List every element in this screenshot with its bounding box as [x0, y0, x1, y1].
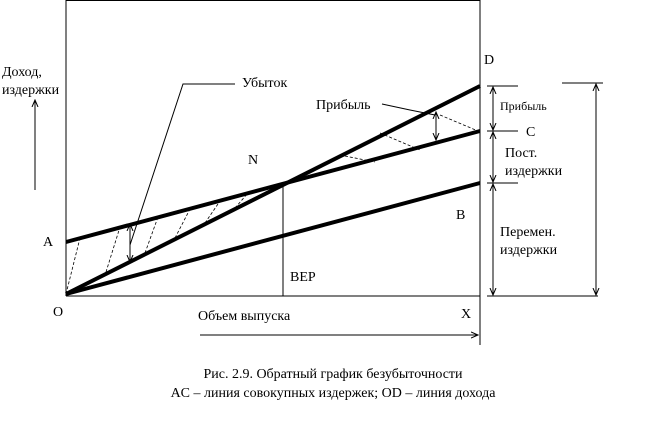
label: BEP — [290, 270, 316, 285]
frame — [65, 0, 481, 345]
y-axis-label: Доход, — [2, 65, 42, 80]
point-label: A — [43, 235, 54, 250]
label: Прибыль — [316, 98, 371, 113]
point-label: O — [53, 305, 63, 320]
caption: Рис. 2.9. Обратный график безубыточности — [203, 367, 463, 382]
label: издержки — [505, 164, 563, 179]
point-label: D — [484, 53, 494, 68]
label: Убыток — [242, 76, 287, 91]
x-axis-label: Объем выпуска — [198, 309, 291, 324]
caption: AC – линия совокупных издержек; OD – лин… — [171, 386, 497, 401]
point-label: B — [456, 208, 465, 223]
point-label: N — [248, 153, 258, 168]
hatching — [65, 114, 479, 295]
point-label: C — [526, 125, 535, 140]
point-label: X — [461, 307, 471, 322]
annotations — [35, 82, 603, 335]
lines — [65, 84, 481, 296]
label: Перемен. — [500, 225, 556, 240]
y-axis-label: издержки — [2, 83, 60, 98]
label: Пост. — [505, 146, 537, 161]
label: издержки — [500, 243, 558, 258]
label: Прибыль — [500, 99, 547, 113]
